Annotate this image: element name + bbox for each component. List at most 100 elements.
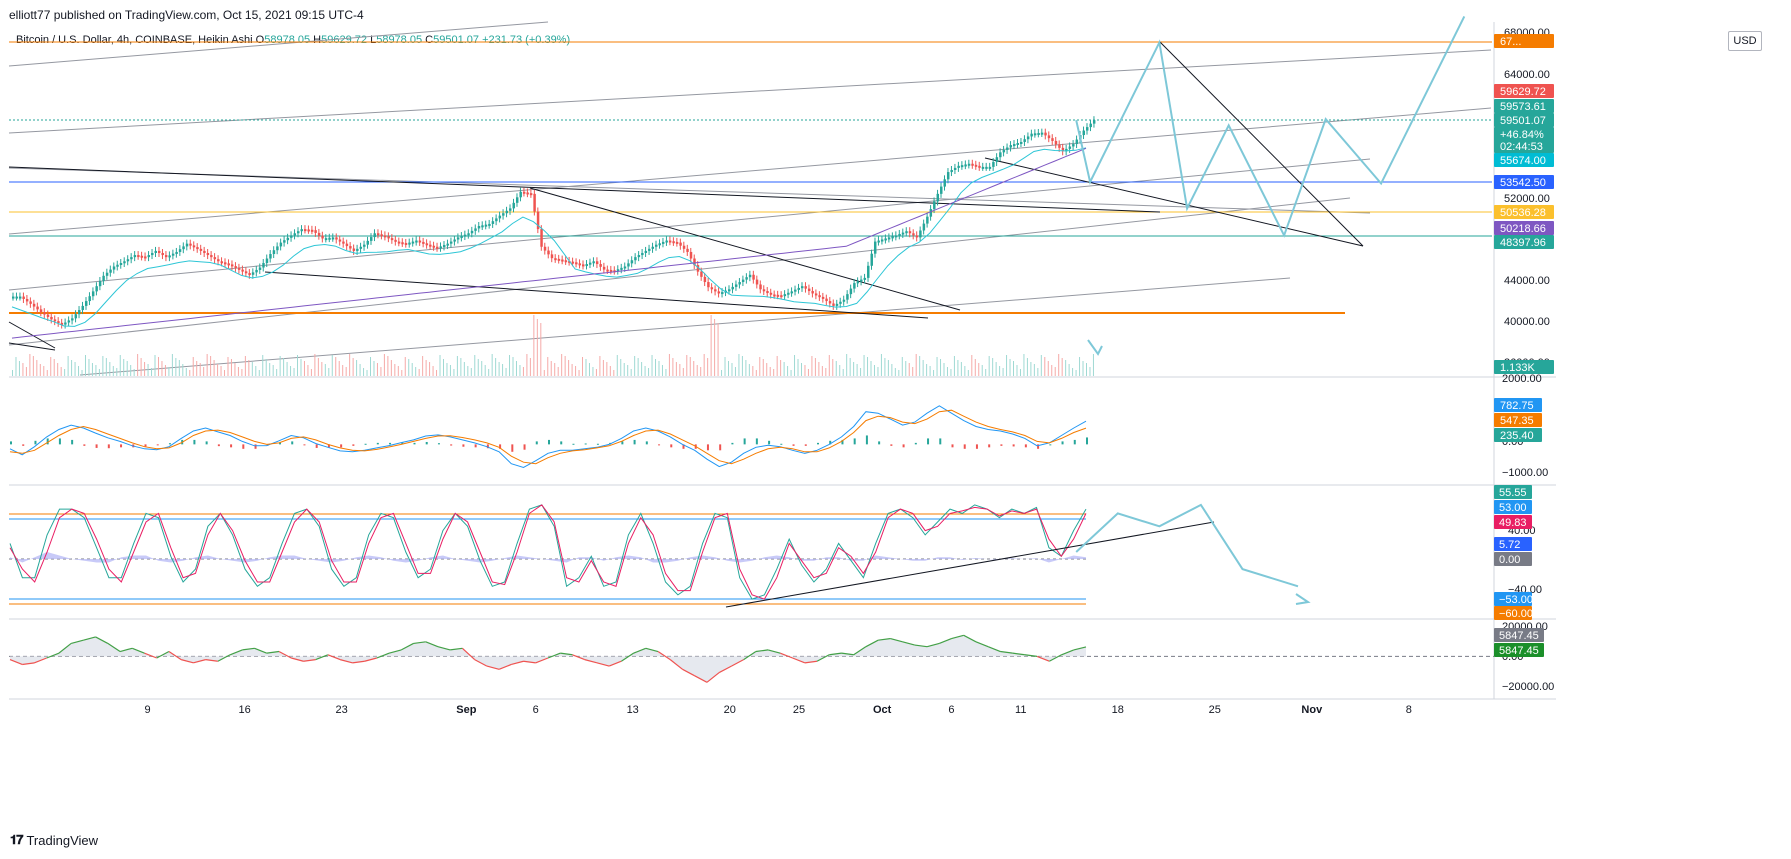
macd-histogram-bar [230,444,233,448]
volume-bar [1092,354,1094,376]
macd-histogram-bar [95,444,98,448]
candle-body [540,229,543,247]
volume-bar [470,368,472,376]
candle-body [1051,138,1054,141]
volume-bar [856,364,858,376]
candle-body [835,303,839,306]
volume-bar [717,323,719,376]
candle-body [22,296,25,299]
volume-bar [258,370,260,376]
volume-bar [696,365,698,376]
osc-segment [413,641,426,645]
price-label-text: 53542.50 [1500,177,1546,189]
osc-segment [951,634,964,640]
candle-body [828,301,832,304]
volume-bar [502,364,504,376]
candle-body [1023,139,1026,142]
osc-segment [535,657,549,664]
volume-bar [773,369,775,376]
candle-body [960,165,964,168]
volume-bar [147,364,149,376]
macd-histogram-bar [46,438,49,445]
osc-segment [767,649,781,654]
volume-bar [814,358,816,376]
volume-bar [940,359,942,376]
volume-bar [860,368,862,376]
stoch-trend-line [725,521,1215,608]
volume-bar [345,367,347,376]
volume-bar [957,360,959,376]
x-tick-label: 18 [1112,704,1124,716]
volume-bar [467,366,469,376]
volume-bar [536,319,538,376]
stoch-area [10,552,1086,563]
macd-tick-label: −1000.00 [1502,467,1548,479]
volume-bar [119,355,121,376]
volume-bar [488,369,490,376]
volume-bar [272,365,274,376]
candle-body [766,291,769,294]
osc-segment [878,637,891,641]
volume-bar [915,354,917,376]
candle-body [401,242,404,245]
candle-body [588,262,592,265]
volume-bar [363,368,365,376]
candle-body [1065,148,1068,152]
currency-button[interactable]: USD [1728,31,1762,51]
volume-bar [1061,358,1063,376]
candle-body [929,209,933,217]
trend-line [8,166,1161,213]
osc-segment [278,650,292,659]
osc-value-box [1494,643,1544,657]
price-label-text: 50536.28 [1500,207,1546,219]
volume-bar [1051,365,1053,376]
candle-body [1047,135,1051,139]
osc-area [10,635,1086,683]
candle-body [898,233,901,236]
volume-bar [262,355,264,376]
candle-body [877,240,880,243]
volume-bar [724,357,726,376]
volume-bar [985,369,987,376]
osc-segment [804,660,818,664]
candle-body [974,164,978,167]
osc-segment [669,659,683,670]
volume-bar [769,367,771,376]
osc-segment [890,637,903,643]
volume-bar [60,367,62,376]
volume-bar [314,354,316,376]
volume-bar [1065,360,1067,376]
stoch-value-box [1494,606,1532,620]
candle-body [689,251,693,259]
osc-segment [914,644,928,648]
volume-bar [390,360,392,376]
volume-bar [74,362,76,376]
candle-body [721,292,724,295]
volume-bar [425,360,427,376]
volume-bar [901,357,903,376]
candle-body [585,264,588,267]
osc-segment [596,662,610,667]
volume-bar [967,370,969,376]
volume-bar [766,363,768,376]
stoch-value-box [1494,552,1532,566]
candle-body [665,240,668,243]
candle-body [331,237,335,240]
volume-bar [1002,368,1004,376]
candle-body [686,248,689,252]
price-label-text: 50218.66 [1500,223,1546,235]
trend-line [529,187,961,311]
x-tick-label: Oct [873,704,892,716]
price-label-box [1494,153,1554,167]
volume-bar [477,359,479,376]
candle-body [36,306,39,310]
osc-segment [1049,654,1062,662]
candle-body [700,271,703,277]
volume-bar [707,358,709,376]
volume-bar [317,358,319,376]
price-label-box [1494,205,1554,219]
volume-bar [877,367,879,376]
candle-body [787,292,790,295]
candle-body [192,245,196,248]
